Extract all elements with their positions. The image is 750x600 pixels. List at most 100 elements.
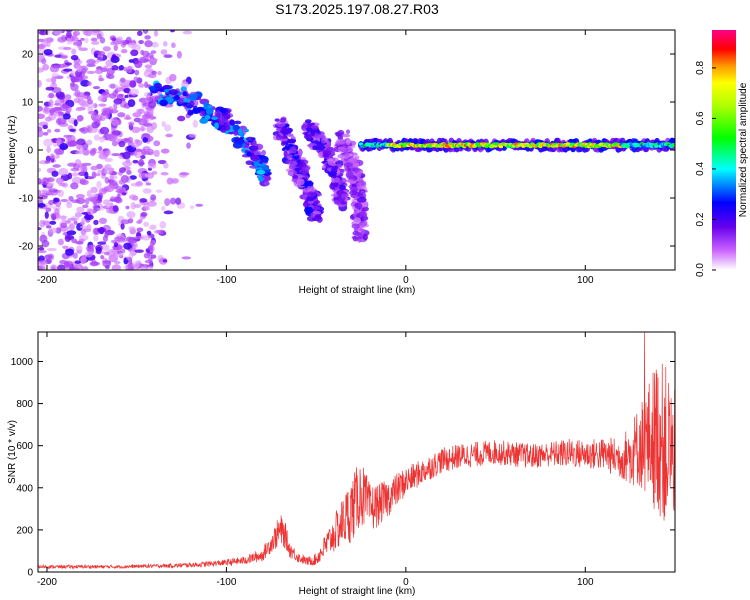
heatmap-cell xyxy=(51,76,57,84)
heatmap-cell xyxy=(56,94,66,100)
heatmap-cell xyxy=(43,37,54,44)
heatmap-cell xyxy=(57,189,65,198)
heatmap-cell xyxy=(79,165,86,172)
heatmap-cell xyxy=(68,196,74,202)
heatmap-cell xyxy=(98,217,108,225)
heatmap-cell xyxy=(114,236,124,242)
heatmap-cell xyxy=(336,138,346,145)
x-tick-label: 100 xyxy=(577,577,594,588)
heatmap-cell xyxy=(130,49,139,57)
heatmap-cell xyxy=(153,229,162,234)
heatmap-cell xyxy=(41,58,47,65)
heatmap-cell xyxy=(45,155,51,162)
heatmap-cell xyxy=(159,220,167,229)
heatmap-cell xyxy=(90,37,98,42)
heatmap-cell xyxy=(118,65,125,71)
heatmap-cell xyxy=(177,115,186,122)
heatmap-cell xyxy=(129,88,139,96)
heatmap-cell xyxy=(151,70,157,75)
heatmap-cell xyxy=(346,172,354,179)
heatmap-cell xyxy=(138,83,145,88)
heatmap-cell xyxy=(245,160,254,166)
heatmap-cell xyxy=(140,125,145,132)
heatmap-cell xyxy=(160,49,168,55)
heatmap-cell xyxy=(104,176,110,184)
heatmap-cell xyxy=(57,238,64,246)
heatmap-cell xyxy=(105,111,110,120)
heatmap-cell xyxy=(169,197,177,205)
heatmap-cell xyxy=(123,116,132,121)
heatmap-cell xyxy=(150,41,159,48)
heatmap-cell xyxy=(316,144,326,151)
heatmap-cell xyxy=(120,48,128,54)
x-tick-label: 100 xyxy=(577,275,594,286)
heatmap-cell xyxy=(93,234,99,242)
snr-x-ticks: -200 -100 0 100 xyxy=(37,332,594,588)
heatmap-cell xyxy=(57,264,66,270)
heatmap-cell xyxy=(285,159,293,165)
heatmap-cell xyxy=(76,41,82,49)
heatmap-cell xyxy=(38,130,44,138)
heatmap-cell xyxy=(113,102,118,111)
heatmap-cell xyxy=(122,151,131,160)
heatmap-cell xyxy=(138,118,148,126)
heatmap-cell xyxy=(125,36,132,45)
heatmap-cell xyxy=(97,194,102,202)
y-tick-label: 1000 xyxy=(11,357,34,368)
heatmap-cell xyxy=(343,162,353,168)
colorbar-tick-label: 0.8 xyxy=(695,61,706,75)
heatmap-cell xyxy=(141,235,151,241)
heatmap-cell xyxy=(164,198,171,207)
heatmap-cell xyxy=(98,146,103,152)
heatmap-cell xyxy=(96,227,107,233)
heatmap-cell xyxy=(301,166,311,171)
heatmap-cell xyxy=(296,178,305,186)
heatmap-cell xyxy=(114,260,121,265)
heatmap-cell xyxy=(128,194,138,200)
heatmap-cell xyxy=(204,114,211,120)
heatmap-cell xyxy=(54,128,61,133)
heatmap-cell xyxy=(97,51,106,56)
heatmap-cell xyxy=(111,65,119,71)
heatmap-cell xyxy=(128,226,136,231)
heatmap-cell xyxy=(128,59,134,63)
heatmap-cell xyxy=(143,202,150,210)
heatmap-cell xyxy=(285,143,290,150)
heatmap-cell xyxy=(321,137,327,144)
heatmap-cell xyxy=(94,69,104,75)
heatmap-cell xyxy=(76,65,83,73)
spectrogram-y-axis-title: Frequency (Hz) xyxy=(7,116,18,185)
heatmap-cell xyxy=(348,157,358,163)
heatmap-cell xyxy=(362,233,368,241)
heatmap-cell xyxy=(302,201,309,208)
heatmap-cell xyxy=(145,182,152,186)
heatmap-cell xyxy=(82,148,90,156)
heatmap-cell xyxy=(150,99,157,104)
heatmap-cell xyxy=(62,113,71,120)
heatmap-cell xyxy=(115,189,126,193)
heatmap-cell xyxy=(251,155,260,162)
heatmap-cell xyxy=(95,115,101,120)
heatmap-cell xyxy=(80,256,87,265)
heatmap-cell xyxy=(98,103,107,107)
spectrogram-x-axis-title: Height of straight line (km) xyxy=(299,285,416,296)
heatmap-cell xyxy=(234,144,243,148)
heatmap-cell xyxy=(162,259,168,263)
heatmap-cell xyxy=(118,140,126,148)
heatmap-cell xyxy=(73,220,78,225)
heatmap-cell xyxy=(168,89,178,95)
heatmap-cell xyxy=(322,150,332,156)
heatmap-cell xyxy=(138,172,148,179)
heatmap-cell xyxy=(46,182,55,187)
heatmap-cell xyxy=(38,167,42,173)
heatmap-cell xyxy=(148,256,153,264)
heatmap-cell xyxy=(306,191,316,198)
heatmap-cell xyxy=(205,107,214,115)
heatmap-cell xyxy=(104,158,113,162)
heatmap-cell xyxy=(162,41,168,47)
heatmap-cell xyxy=(360,222,366,228)
heatmap-cell xyxy=(67,136,72,143)
heatmap-cell xyxy=(69,222,75,231)
heatmap-cell xyxy=(43,49,53,56)
